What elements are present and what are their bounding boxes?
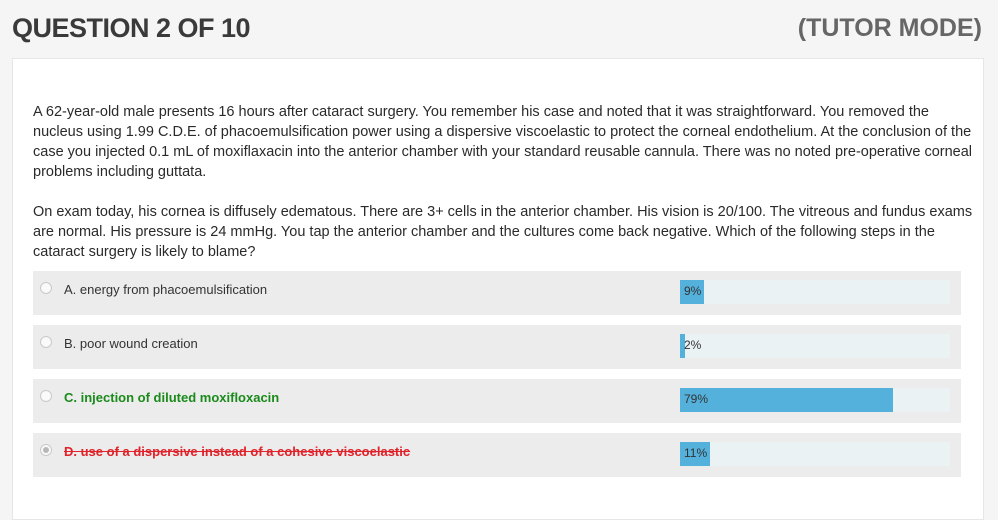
percent-bar-track: 11% xyxy=(680,442,950,466)
question-counter: QUESTION 2 OF 10 xyxy=(12,13,251,43)
radio-button[interactable] xyxy=(40,336,52,348)
question-stem-paragraph-2: On exam today, his cornea is diffusely e… xyxy=(33,204,973,260)
question-stem-paragraph-1: A 62-year-old male presents 16 hours aft… xyxy=(33,104,973,180)
header: QUESTION 2 OF 10 (TUTOR MODE) xyxy=(0,0,998,58)
question-card: A 62-year-old male presents 16 hours aft… xyxy=(12,58,984,520)
radio-button[interactable] xyxy=(40,444,52,456)
percent-bar-track: 9% xyxy=(680,280,950,304)
answer-option-c[interactable]: C. injection of diluted moxifloxacin 79% xyxy=(33,379,961,423)
percent-bar-track: 2% xyxy=(680,334,950,358)
radio-button[interactable] xyxy=(40,282,52,294)
percent-label: 2% xyxy=(684,338,702,352)
option-label: D. use of a dispersive instead of a cohe… xyxy=(64,444,411,459)
percent-bar-fill xyxy=(680,388,893,412)
mode-indicator: (TUTOR MODE) xyxy=(797,14,982,42)
answer-option-b[interactable]: B. poor wound creation 2% xyxy=(33,325,961,369)
radio-button[interactable] xyxy=(40,390,52,402)
percent-bar-fill xyxy=(680,442,710,466)
percent-label: 79% xyxy=(684,392,709,406)
percent-label: 9% xyxy=(684,284,702,298)
percent-bar-track: 79% xyxy=(680,388,950,412)
answer-option-a[interactable]: A. energy from phacoemulsification 9% xyxy=(33,271,961,315)
percent-label: 11% xyxy=(684,446,708,460)
percent-bar-fill xyxy=(680,280,704,304)
option-label: C. injection of diluted moxifloxacin xyxy=(64,390,280,405)
option-label: A. energy from phacoemulsification xyxy=(64,282,268,297)
answer-option-d[interactable]: D. use of a dispersive instead of a cohe… xyxy=(33,433,961,477)
percent-bar-fill xyxy=(680,334,685,358)
option-label: B. poor wound creation xyxy=(64,336,198,351)
